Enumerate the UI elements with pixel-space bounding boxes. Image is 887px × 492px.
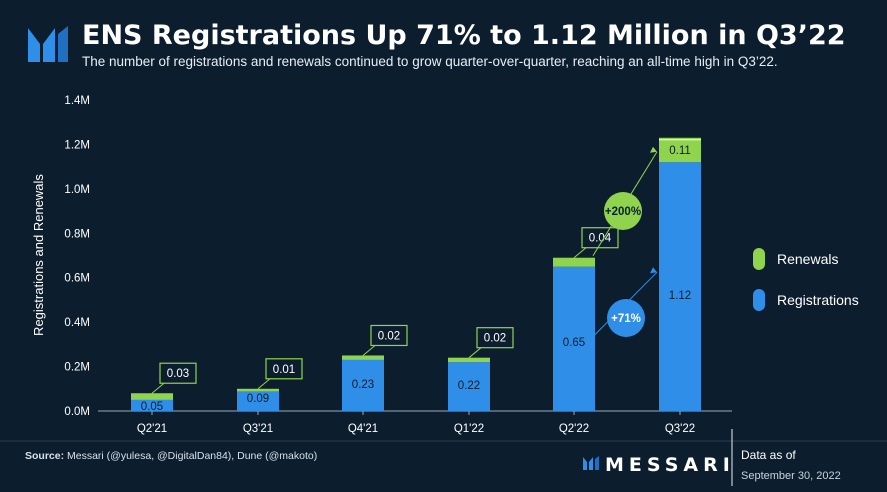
data-label-renewals: 0.01 [273,364,295,376]
registrations-growth-arrowhead [650,267,657,274]
bar-renewals [553,257,595,267]
bar-registrations [448,362,490,411]
y-tick-label: 0.6M [64,273,90,285]
data-label-renewals: 0.11 [669,145,691,157]
renewals-label-box [159,362,197,384]
x-axis-ticks: Q2'21 Q3'21 Q4'21 Q1'22 Q2'22 Q3'22 [137,411,695,435]
bar-renewals [237,388,279,392]
renewals-growth-label: +200% [605,206,641,218]
renewals-growth-badge [604,192,642,230]
renewals-label-box [265,358,303,380]
renewals-label-box [476,327,514,349]
x-tick-label: Q3'22 [665,423,695,435]
data-label-registrations: 0.05 [141,401,163,413]
registrations-growth-badge [607,299,645,337]
bar-registrations [131,399,173,411]
legend-label-renewals: Renewals [777,251,838,267]
chart-title: ENS Registrations Up 71% to 1.12 Million… [82,20,846,51]
data-label-registrations: 0.65 [563,337,585,349]
legend: Renewals Registrations [753,248,859,311]
legend-label-registrations: Registrations [777,292,859,308]
data-label-renewals: 0.02 [484,333,506,345]
bar-registrations [553,266,595,411]
bar-registrations [237,391,279,411]
data-as-of-label: Data as of [741,448,796,462]
renewals-label-leader [257,378,271,390]
x-tick-label: Q1'22 [454,423,484,435]
data-label-renewals: 0.04 [589,233,612,245]
bar-renewals [342,355,384,360]
growth-annotations: +200% +71% [592,146,658,337]
legend-swatch-registrations [753,289,765,311]
source-label: Source: [25,450,64,462]
data-label-renewals: 0.03 [167,368,189,380]
bar-renewals [659,137,701,163]
data-label-registrations: 0.09 [247,393,269,405]
y-tick-label: 0.2M [64,362,90,374]
brand-mark [583,456,599,470]
chart-subtitle: The number of registrations and renewals… [82,54,778,69]
y-tick-label: 0.0M [64,406,90,418]
y-tick-label: 1.4M [64,95,90,107]
source-line: Source: Messari (@yulesa, @DigitalDan84)… [25,450,317,462]
y-axis-ticks: 0.0M 0.2M 0.4M 0.6M 0.8M 1.0M 1.2M 1.4M [64,95,90,418]
registrations-growth-label: +71% [611,313,641,325]
y-tick-label: 1.2M [64,139,90,151]
y-tick-label: 0.4M [64,317,90,329]
legend-swatch-renewals [753,248,765,270]
y-tick-label: 1.0M [64,184,90,196]
bar-renewals [448,357,490,363]
messari-logo [28,26,68,62]
renewals-label-leader [573,247,587,259]
y-tick-label: 0.8M [64,228,90,240]
renewals-label-box [581,227,619,249]
data-label-registrations: 1.12 [669,290,691,302]
bar-registrations [659,162,701,411]
renewals-label-leader [468,347,482,359]
bars: 0.05 0.03 0.09 0.01 0.23 0.02 0.22 0.02 0.65 0.04… [131,137,701,413]
brand-name: MESSARI [605,454,735,476]
x-tick-label: Q2'21 [137,423,167,435]
x-tick-label: Q4'21 [348,423,378,435]
data-label-renewals: 0.02 [378,330,400,342]
renewals-label-leader [151,382,165,394]
y-axis-label: Registrations and Renewals [31,174,46,336]
renewals-growth-arrowhead [650,146,657,153]
bar-registrations [342,359,384,411]
source-text: Messari (@yulesa, @DigitalDan84), Dune (… [64,450,317,462]
x-tick-label: Q3'21 [243,423,273,435]
data-label-registrations: 0.22 [458,380,480,392]
data-as-of-date: September 30, 2022 [741,470,841,482]
data-label-registrations: 0.23 [352,379,374,391]
bar-renewals [131,393,173,400]
renewals-label-box [370,324,408,347]
x-tick-label: Q2'22 [559,423,589,435]
renewals-label-leader [362,345,376,356]
